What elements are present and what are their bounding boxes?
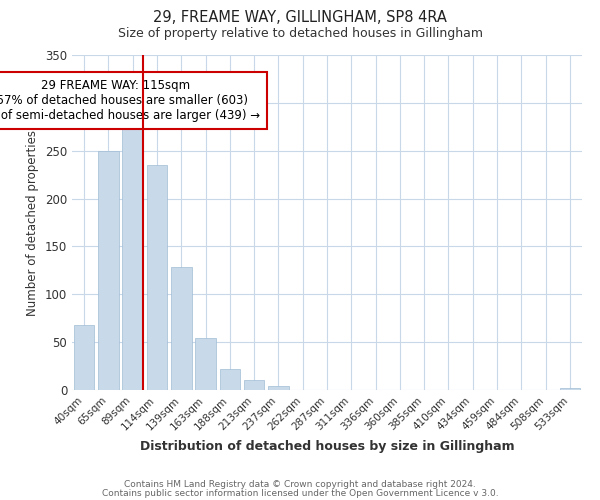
Bar — [244, 380, 265, 390]
Bar — [268, 386, 289, 390]
Text: Contains HM Land Registry data © Crown copyright and database right 2024.: Contains HM Land Registry data © Crown c… — [124, 480, 476, 489]
Bar — [146, 165, 167, 390]
X-axis label: Distribution of detached houses by size in Gillingham: Distribution of detached houses by size … — [140, 440, 514, 453]
Bar — [560, 388, 580, 390]
Bar — [220, 369, 240, 390]
Bar — [98, 150, 119, 390]
Text: 29, FREAME WAY, GILLINGHAM, SP8 4RA: 29, FREAME WAY, GILLINGHAM, SP8 4RA — [153, 10, 447, 25]
Bar — [122, 116, 143, 390]
Bar — [171, 268, 191, 390]
Text: Contains public sector information licensed under the Open Government Licence v : Contains public sector information licen… — [101, 488, 499, 498]
Y-axis label: Number of detached properties: Number of detached properties — [26, 130, 40, 316]
Text: 29 FREAME WAY: 115sqm
← 57% of detached houses are smaller (603)
42% of semi-det: 29 FREAME WAY: 115sqm ← 57% of detached … — [0, 79, 260, 122]
Bar — [195, 338, 216, 390]
Bar — [74, 325, 94, 390]
Text: Size of property relative to detached houses in Gillingham: Size of property relative to detached ho… — [118, 28, 482, 40]
